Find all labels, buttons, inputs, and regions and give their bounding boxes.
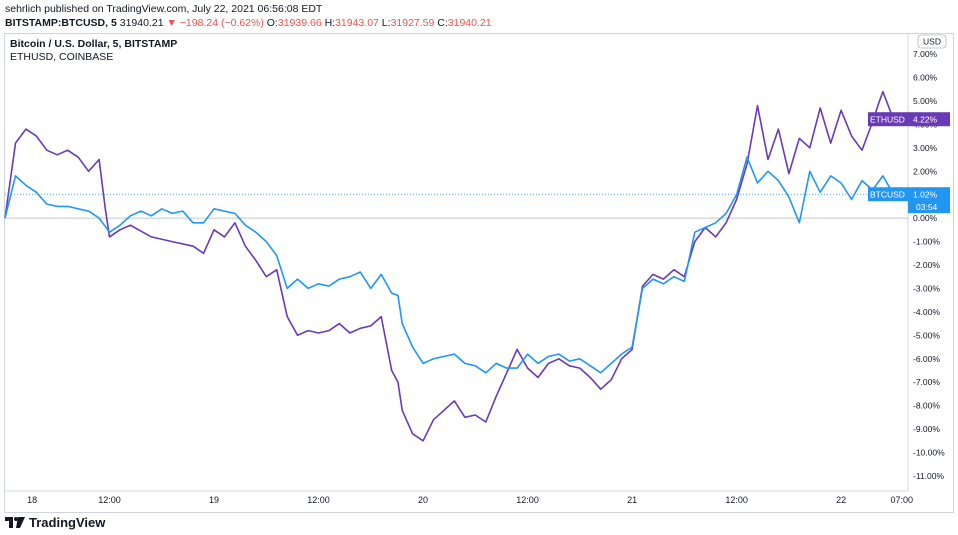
y-tick-label: -9.00% — [913, 424, 940, 434]
x-tick-label: 12:00 — [307, 495, 330, 505]
y-tick-label: 5.00% — [913, 96, 938, 106]
y-tick-label: -3.00% — [913, 283, 940, 293]
series-line-ethusd[interactable] — [4, 90, 895, 442]
x-tick-label: 22 — [836, 495, 846, 505]
close-value: 31940.21 — [447, 17, 492, 29]
x-tick-label: 12:00 — [725, 495, 748, 505]
x-tick-label: 12:00 — [516, 495, 539, 505]
x-tick-label: 19 — [209, 495, 219, 505]
symbol-label[interactable]: BITSTAMP:BTCUSD, 5 — [5, 17, 117, 29]
series-name-tag-ethusd — [868, 112, 908, 127]
y-tick-label: 7.00% — [913, 49, 938, 59]
y-tick-label: -11.00% — [913, 471, 944, 481]
footer-brand: TradingView — [5, 515, 105, 530]
last-value-label: 4.22% — [913, 115, 938, 125]
x-tick-label: 20 — [418, 495, 428, 505]
y-tick-label: 2.00% — [913, 166, 938, 176]
high-label: H: — [324, 17, 336, 29]
last-value-badge-ethusd — [908, 112, 950, 127]
y-tick-label: 3.00% — [913, 143, 938, 153]
footer-brand-text: TradingView — [29, 515, 106, 530]
chart-frame[interactable] — [4, 33, 954, 513]
series-name-tag-btcusd — [868, 187, 908, 202]
x-tick-label: 21 — [627, 495, 637, 505]
low-value: 31927.59 — [390, 17, 435, 29]
currency-badge[interactable] — [917, 34, 947, 49]
price-change: −198.24 (−0.62%) — [179, 17, 264, 29]
down-arrow-icon: ▼ — [166, 17, 177, 29]
last-value-badge-btcusd — [908, 187, 950, 214]
x-tick-label: 18 — [27, 495, 37, 505]
legend-main-series[interactable]: Bitcoin / U.S. Dollar, 5, BITSTAMP — [10, 38, 178, 50]
y-tick-label: -2.00% — [913, 260, 940, 270]
series-name-tag-label: ETHUSD — [870, 115, 905, 125]
published-line: sehrlich published on TradingView.com, J… — [5, 3, 323, 15]
close-label: C: — [437, 17, 448, 29]
x-tick-label: 07:00 — [890, 495, 913, 505]
y-tick-label: -1.00% — [913, 237, 940, 247]
y-tick-label: -5.00% — [913, 330, 940, 340]
series-name-tag-label: BTCUSD — [870, 190, 905, 200]
y-tick-label: -4.00% — [913, 307, 940, 317]
tradingview-logo-icon — [5, 517, 25, 528]
y-tick-label: -8.00% — [913, 401, 940, 411]
low-label: L: — [381, 17, 391, 29]
last-value-label: 1.02% — [913, 190, 938, 200]
open-value: 31939.66 — [277, 17, 322, 29]
quote-line: BITSTAMP:BTCUSD, 5 31940.21 ▼ −198.24 (−… — [5, 17, 492, 29]
high-value: 31943.07 — [335, 17, 379, 29]
currency-badge-label: USD — [923, 37, 941, 47]
y-tick-label: 0.00% — [913, 213, 938, 223]
y-tick-label: -10.00% — [913, 448, 945, 458]
open-label: O: — [266, 17, 278, 29]
last-price: 31940.21 — [119, 17, 164, 29]
series-line-btcusd[interactable] — [4, 156, 895, 374]
y-tick-label: -6.00% — [913, 354, 940, 364]
y-tick-label: -7.00% — [913, 377, 940, 387]
x-tick-label: 12:00 — [98, 495, 121, 505]
bar-countdown-label: 03:54 — [916, 202, 938, 212]
y-tick-label: 6.00% — [913, 73, 938, 83]
legend-compare-series[interactable]: ETHUSD, COINBASE — [10, 51, 114, 63]
